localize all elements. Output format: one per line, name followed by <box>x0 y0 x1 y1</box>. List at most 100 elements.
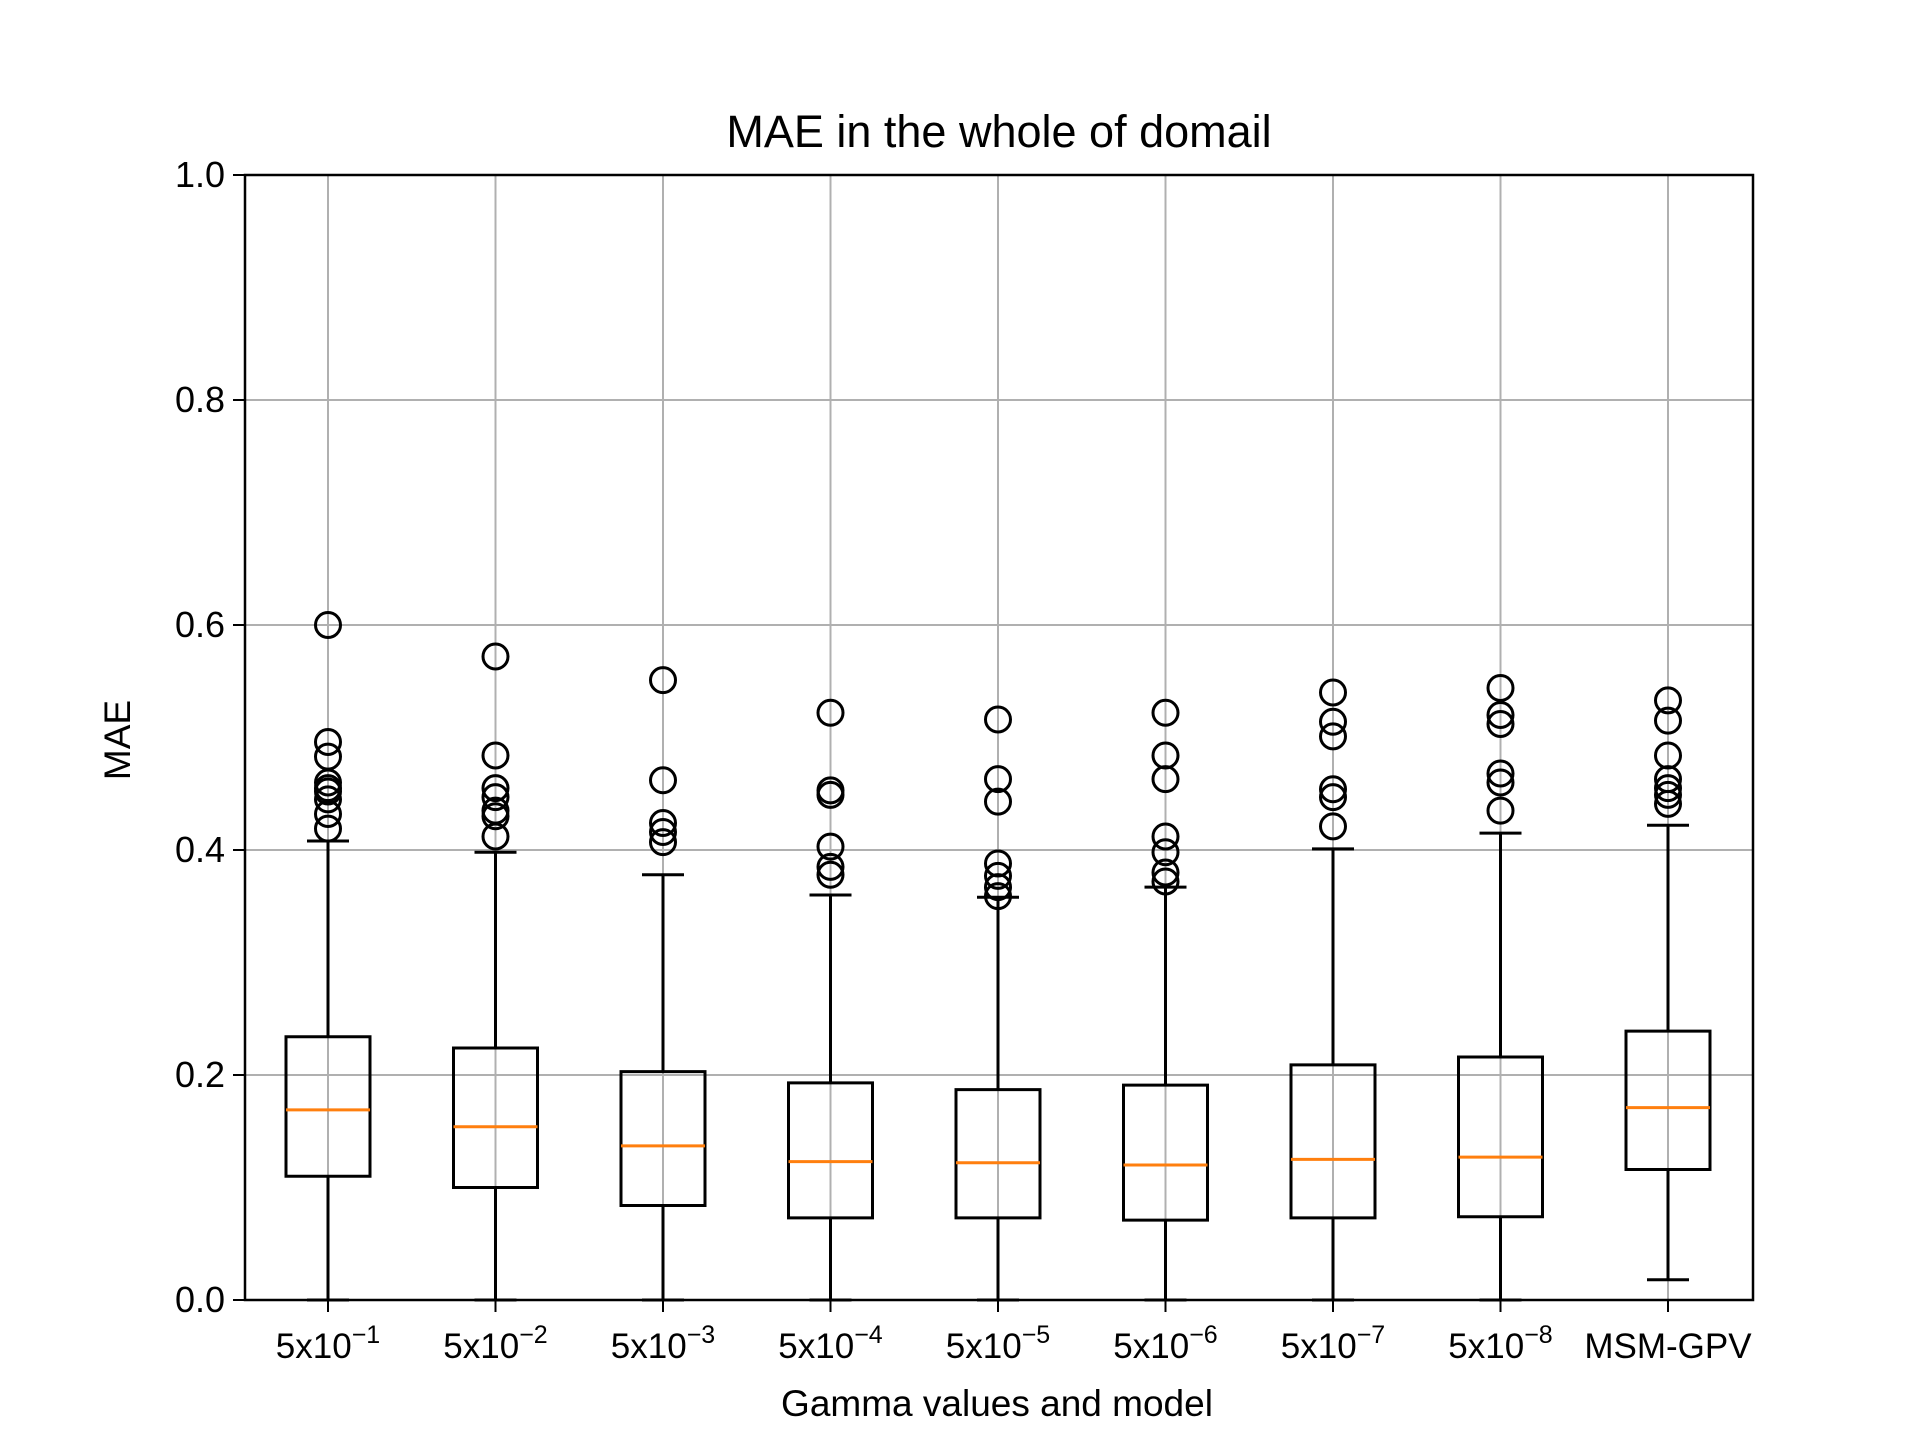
outlier-point <box>1486 759 1515 788</box>
iqr-box <box>452 1046 539 1189</box>
grid-lines <box>245 174 1753 1301</box>
outlier-point <box>1151 858 1180 887</box>
iqr-box <box>619 1070 707 1207</box>
box-series-2 <box>452 642 539 1302</box>
outlier-point <box>1486 674 1515 702</box>
iqr-box <box>1289 1063 1377 1220</box>
box-series-7 <box>1289 678 1377 1302</box>
x-tick-label-base: 5x10 <box>276 1327 352 1366</box>
x-tick-label-exponent: −1 <box>352 1321 381 1349</box>
outlier-point <box>649 666 677 695</box>
x-tick-label: 5x10−8 <box>1448 1321 1552 1366</box>
x-tick-label: 5x10−3 <box>611 1321 715 1366</box>
x-tick-label-exponent: −4 <box>854 1321 883 1349</box>
boxes <box>284 611 1712 1302</box>
outlier-point <box>984 705 1012 734</box>
x-tick-label-exponent: −7 <box>1357 1321 1386 1349</box>
outlier-point <box>649 809 677 837</box>
x-tick-label-exponent: −8 <box>1524 1321 1553 1349</box>
x-tick-label-base: 5x10 <box>443 1327 519 1366</box>
box-series-8 <box>1457 674 1544 1302</box>
outlier-point <box>1486 701 1515 729</box>
y-tick-label: 0.4 <box>175 829 225 870</box>
outlier-point <box>649 818 677 846</box>
outlier-point <box>1486 710 1515 738</box>
outlier-point <box>1319 707 1347 736</box>
x-tick-label-base: 5x10 <box>946 1327 1022 1366</box>
x-tick-label: 5x10−4 <box>778 1321 883 1366</box>
outlier-point <box>314 785 342 814</box>
outlier-point <box>481 642 510 671</box>
outlier-point <box>1151 838 1180 867</box>
outlier-point <box>314 728 342 756</box>
outlier-point <box>1654 741 1682 770</box>
outlier-point <box>481 783 510 812</box>
outlier-point <box>1151 741 1180 770</box>
outlier-point <box>1319 722 1347 751</box>
outlier-point <box>1151 867 1180 896</box>
outlier-point <box>481 741 510 770</box>
box-series-3 <box>619 666 707 1302</box>
outlier-point <box>816 832 845 861</box>
outlier-point <box>314 814 342 843</box>
outlier-point <box>816 852 845 881</box>
outlier-point <box>1654 774 1682 803</box>
outlier-point <box>314 742 342 771</box>
iqr-box <box>284 1035 372 1178</box>
y-axis-label: MAE <box>97 700 138 780</box>
x-tick-label-exponent: −5 <box>1022 1321 1051 1349</box>
outlier-point <box>1151 698 1180 727</box>
outlier-point <box>481 796 510 825</box>
outlier-point <box>649 828 677 857</box>
outlier-point <box>481 774 510 803</box>
box-series-5 <box>954 705 1042 1302</box>
outlier-point <box>1486 796 1515 825</box>
outlier-point <box>314 611 342 639</box>
x-tick-label-base: MSM-GPV <box>1584 1327 1752 1366</box>
y-tick-label: 0.6 <box>175 604 225 645</box>
x-tick-label: 5x10−7 <box>1281 1321 1385 1366</box>
chart-title: MAE in the whole of domail <box>726 106 1271 157</box>
outlier-point <box>984 765 1012 794</box>
x-tick-label-exponent: −6 <box>1189 1321 1218 1349</box>
outlier-point <box>1319 812 1347 841</box>
x-tick-label: 5x10−6 <box>1113 1321 1217 1366</box>
outlier-point <box>984 849 1012 878</box>
outlier-point <box>1319 783 1347 812</box>
x-tick-label-exponent: −2 <box>519 1321 548 1349</box>
x-tick-label-base: 5x10 <box>1113 1327 1189 1366</box>
outlier-point <box>1654 706 1682 735</box>
box-series-9 <box>1624 686 1712 1282</box>
iqr-box <box>1624 1029 1712 1171</box>
x-tick-label-base: 5x10 <box>778 1327 854 1366</box>
outlier-point <box>816 776 845 805</box>
iqr-box <box>787 1081 874 1220</box>
outlier-point <box>649 766 677 795</box>
outlier-point <box>1319 775 1347 804</box>
iqr-box <box>1457 1055 1544 1219</box>
x-tick-label: MSM-GPV <box>1584 1327 1752 1366</box>
x-axis-label: Gamma values and model <box>781 1383 1213 1424</box>
outlier-point <box>1151 822 1180 851</box>
iqr-box <box>1122 1083 1209 1222</box>
x-tick-label-exponent: −3 <box>687 1321 716 1349</box>
outlier-point <box>984 861 1012 890</box>
iqr-box <box>954 1088 1042 1220</box>
y-tick-label: 1.0 <box>175 154 225 195</box>
outlier-point <box>984 787 1012 816</box>
x-tick-label: 5x10−5 <box>946 1321 1050 1366</box>
y-tick-label: 0.8 <box>175 379 225 420</box>
outlier-point <box>1486 768 1515 797</box>
outlier-point <box>984 882 1012 911</box>
outlier-point <box>1654 780 1682 809</box>
x-tick-label: 5x10−1 <box>276 1321 380 1366</box>
x-tick-label-base: 5x10 <box>1448 1327 1524 1366</box>
y-tick-label: 0.2 <box>175 1054 225 1095</box>
outlier-point <box>816 860 845 889</box>
x-tick-label: 5x10−2 <box>443 1321 547 1366</box>
outlier-point <box>816 698 845 727</box>
outlier-point <box>1654 686 1682 715</box>
x-tick-label-base: 5x10 <box>1281 1327 1357 1366</box>
